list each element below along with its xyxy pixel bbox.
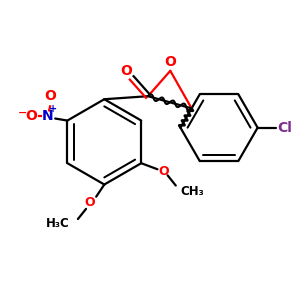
Text: O: O <box>85 196 95 209</box>
Text: O: O <box>164 55 176 69</box>
Text: N: N <box>41 110 53 124</box>
Text: Cl: Cl <box>278 121 292 135</box>
Text: O: O <box>44 89 56 103</box>
Text: CH₃: CH₃ <box>181 185 205 198</box>
Text: O: O <box>25 110 37 124</box>
Text: +: + <box>49 104 57 114</box>
Text: O: O <box>121 64 133 78</box>
Text: −: − <box>18 107 27 117</box>
Text: H₃C: H₃C <box>46 217 70 230</box>
Text: O: O <box>158 165 169 178</box>
